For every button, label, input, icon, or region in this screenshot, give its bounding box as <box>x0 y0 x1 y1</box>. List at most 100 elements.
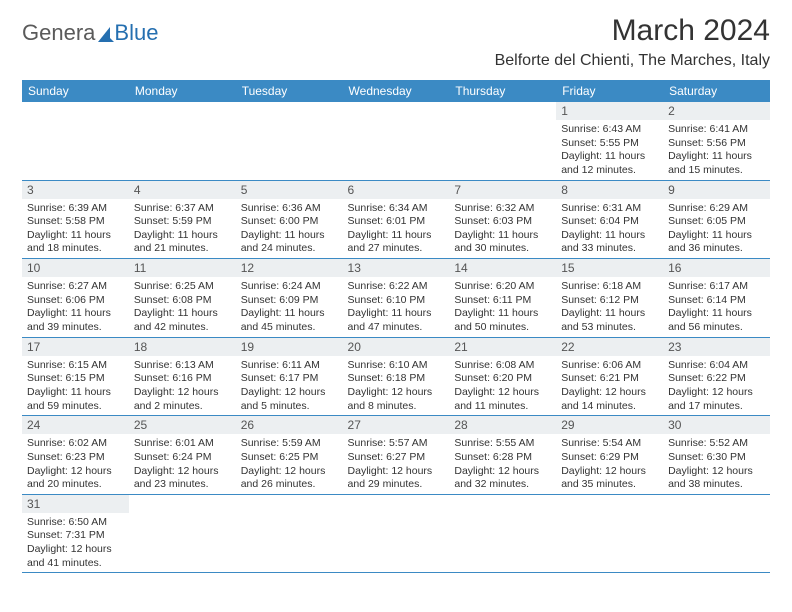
day-number: 9 <box>663 181 770 199</box>
day-line-label: Sunrise: <box>27 437 68 449</box>
calendar-week: 31Sunrise: 6:50 AMSunset: 7:31 PMDayligh… <box>22 494 770 573</box>
calendar-day: 29Sunrise: 5:54 AMSunset: 6:29 PMDayligh… <box>556 416 663 495</box>
day-line-value: 6:08 PM <box>172 294 211 306</box>
day-line-value: 6:12 PM <box>600 294 639 306</box>
day-line: Daylight: 11 hours and 21 minutes. <box>134 229 231 256</box>
day-line-label: Sunrise: <box>348 202 389 214</box>
calendar-day: 18Sunrise: 6:13 AMSunset: 6:16 PMDayligh… <box>129 337 236 416</box>
day-line-label: Sunset: <box>348 372 387 384</box>
day-line-value: 6:17 AM <box>710 280 749 292</box>
calendar-week: 1Sunrise: 6:43 AMSunset: 5:55 PMDaylight… <box>22 102 770 180</box>
calendar-day: 15Sunrise: 6:18 AMSunset: 6:12 PMDayligh… <box>556 259 663 338</box>
day-line-label: Daylight: <box>561 465 605 477</box>
day-line-label: Sunrise: <box>348 359 389 371</box>
day-line-label: Sunrise: <box>241 359 282 371</box>
day-line: Sunrise: 6:17 AM <box>668 280 765 294</box>
day-line-label: Sunrise: <box>134 437 175 449</box>
day-line-value: 6:21 PM <box>600 372 639 384</box>
day-details: Sunrise: 6:01 AMSunset: 6:24 PMDaylight:… <box>129 434 236 494</box>
day-line: Daylight: 12 hours and 2 minutes. <box>134 386 231 413</box>
weekday-header: Friday <box>556 80 663 102</box>
day-line-label: Sunrise: <box>241 202 282 214</box>
day-line: Daylight: 12 hours and 26 minutes. <box>241 465 338 492</box>
day-line-label: Sunrise: <box>668 437 709 449</box>
day-line-label: Sunrise: <box>668 359 709 371</box>
day-line-label: Sunrise: <box>454 280 495 292</box>
day-line: Sunrise: 6:08 AM <box>454 359 551 373</box>
weekday-header: Sunday <box>22 80 129 102</box>
day-line: Daylight: 12 hours and 35 minutes. <box>561 465 658 492</box>
day-line-label: Daylight: <box>27 229 71 241</box>
day-line-value: 5:54 AM <box>603 437 642 449</box>
location-subtitle: Belforte del Chienti, The Marches, Italy <box>495 52 770 70</box>
day-details: Sunrise: 6:41 AMSunset: 5:56 PMDaylight:… <box>663 120 770 180</box>
day-line-label: Sunset: <box>668 372 707 384</box>
day-line: Sunset: 6:06 PM <box>27 294 124 308</box>
calendar-day: 1Sunrise: 6:43 AMSunset: 5:55 PMDaylight… <box>556 102 663 180</box>
calendar-day: 13Sunrise: 6:22 AMSunset: 6:10 PMDayligh… <box>343 259 450 338</box>
day-line: Sunrise: 6:43 AM <box>561 123 658 137</box>
day-line: Sunset: 5:59 PM <box>134 215 231 229</box>
day-details: Sunrise: 6:08 AMSunset: 6:20 PMDaylight:… <box>449 356 556 416</box>
calendar-day: 14Sunrise: 6:20 AMSunset: 6:11 PMDayligh… <box>449 259 556 338</box>
day-line: Sunrise: 6:37 AM <box>134 202 231 216</box>
day-line-value: 6:13 AM <box>175 359 214 371</box>
day-line-label: Sunset: <box>348 294 387 306</box>
day-details: Sunrise: 6:17 AMSunset: 6:14 PMDaylight:… <box>663 277 770 337</box>
day-line: Sunset: 6:17 PM <box>241 372 338 386</box>
day-line: Daylight: 11 hours and 18 minutes. <box>27 229 124 256</box>
day-number: 22 <box>556 338 663 356</box>
day-line-label: Daylight: <box>454 307 498 319</box>
day-line-value: 6:28 PM <box>493 451 532 463</box>
calendar-day: 28Sunrise: 5:55 AMSunset: 6:28 PMDayligh… <box>449 416 556 495</box>
calendar-day: 6Sunrise: 6:34 AMSunset: 6:01 PMDaylight… <box>343 180 450 259</box>
day-line-value: 6:02 AM <box>68 437 107 449</box>
day-line: Sunset: 6:14 PM <box>668 294 765 308</box>
day-line: Sunset: 6:03 PM <box>454 215 551 229</box>
day-number: 1 <box>556 102 663 120</box>
day-line: Daylight: 11 hours and 56 minutes. <box>668 307 765 334</box>
calendar-day: 31Sunrise: 6:50 AMSunset: 7:31 PMDayligh… <box>22 494 129 573</box>
day-line-value: 6:15 PM <box>66 372 105 384</box>
day-line: Sunset: 6:01 PM <box>348 215 445 229</box>
day-line: Sunset: 6:23 PM <box>27 451 124 465</box>
logo: Genera Blue <box>22 20 158 46</box>
logo-text-1: Genera <box>22 20 95 46</box>
calendar-empty <box>236 102 343 180</box>
calendar-empty <box>343 102 450 180</box>
day-line-label: Sunrise: <box>668 280 709 292</box>
calendar-empty <box>129 102 236 180</box>
day-line: Sunset: 6:09 PM <box>241 294 338 308</box>
day-line-label: Daylight: <box>134 386 178 398</box>
day-number: 4 <box>129 181 236 199</box>
day-line-label: Daylight: <box>134 307 178 319</box>
day-line: Sunrise: 6:04 AM <box>668 359 765 373</box>
day-line: Sunset: 6:08 PM <box>134 294 231 308</box>
day-line: Sunset: 6:29 PM <box>561 451 658 465</box>
day-details: Sunrise: 6:25 AMSunset: 6:08 PMDaylight:… <box>129 277 236 337</box>
day-line: Sunset: 6:18 PM <box>348 372 445 386</box>
day-line: Daylight: 12 hours and 17 minutes. <box>668 386 765 413</box>
day-line: Sunrise: 6:10 AM <box>348 359 445 373</box>
day-line-value: 6:22 PM <box>707 372 746 384</box>
day-line-label: Sunset: <box>134 294 173 306</box>
day-line-label: Sunrise: <box>668 202 709 214</box>
calendar-day: 24Sunrise: 6:02 AMSunset: 6:23 PMDayligh… <box>22 416 129 495</box>
calendar-empty <box>343 494 450 573</box>
calendar-day: 16Sunrise: 6:17 AMSunset: 6:14 PMDayligh… <box>663 259 770 338</box>
day-line: Daylight: 11 hours and 59 minutes. <box>27 386 124 413</box>
day-line-label: Sunrise: <box>241 280 282 292</box>
day-line-value: 6:04 AM <box>710 359 749 371</box>
calendar-empty <box>236 494 343 573</box>
day-line-label: Sunrise: <box>134 359 175 371</box>
day-line: Sunset: 5:56 PM <box>668 137 765 151</box>
day-line: Sunrise: 6:25 AM <box>134 280 231 294</box>
day-line-value: 6:34 AM <box>389 202 428 214</box>
day-line-value: 6:50 AM <box>68 516 107 528</box>
day-line: Daylight: 12 hours and 41 minutes. <box>27 543 124 570</box>
day-number: 6 <box>343 181 450 199</box>
day-details: Sunrise: 6:10 AMSunset: 6:18 PMDaylight:… <box>343 356 450 416</box>
day-line-label: Sunset: <box>454 372 493 384</box>
day-details: Sunrise: 6:06 AMSunset: 6:21 PMDaylight:… <box>556 356 663 416</box>
day-line-label: Sunrise: <box>348 437 389 449</box>
